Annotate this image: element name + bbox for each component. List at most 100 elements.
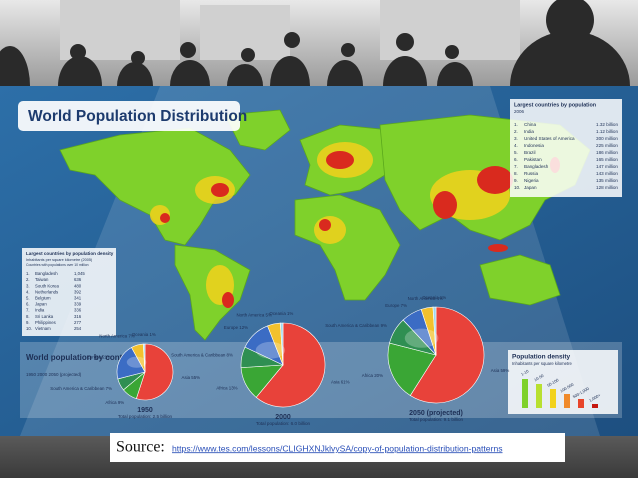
row-value: 339 [74,302,82,307]
row-value: 300 million [596,136,618,141]
row-value: 480 [74,283,82,288]
pie-shine [255,341,286,359]
row-value: 186 million [596,150,618,155]
pie-slice [255,322,326,408]
row-value: 1.32 billion [596,122,618,127]
row-value: 225 million [596,143,618,148]
pie-slice [280,322,284,366]
row-country: Japan [524,185,537,190]
pie-slice [409,306,485,404]
row-country: Brazil [524,150,536,155]
pie-label: South America & Caribbean 9% [325,323,387,328]
pie-slice [116,347,146,380]
row-value: 636 [74,277,82,282]
row-rank: 8. [514,171,518,176]
row-value: 254 [74,326,82,331]
pie-label: Oceania 1% [422,295,446,300]
row-country: India [35,308,45,313]
row-rank: 2. [26,277,30,282]
pie-shine [404,328,439,348]
row-country: United States of America [524,136,575,141]
pie-label: Europe 7% [385,303,407,308]
row-value: 143 million [596,171,618,176]
source-box [110,433,565,462]
pie-slice [387,342,437,396]
row-country: Japan [35,302,47,307]
row-value: 147 million [596,164,618,169]
row-country: Bangladesh [35,271,58,276]
list-subtitle: Inhabitants per square kilometre (2005) [26,258,93,262]
row-rank: 8. [26,314,30,319]
legend-level: 50-100 [546,377,560,388]
row-rank: 9. [26,320,30,325]
pie-total: Total population: 2.5 billion [118,414,173,419]
pie-label: Oceania 1% [269,311,293,316]
pie-label: North America 7% [99,334,134,339]
legend-swatch [592,404,598,408]
pie-label: Oceania 1% [132,332,156,337]
row-rank: 7. [26,308,30,313]
section-title: World population by continent [26,353,142,362]
row-value: 1,045 [74,271,85,276]
row-value: 392 [74,289,82,294]
row-country: South Korea [35,283,59,288]
list-note: Countries with populations over 10 milli… [26,263,89,267]
row-country: Netherlands [35,289,58,294]
row-rank: 5. [26,296,30,301]
density-countries-box [22,248,116,336]
largest-countries-box [510,99,622,197]
row-country: Nigeria [524,178,539,183]
pie-label: Africa 13% [216,385,237,390]
row-value: 277 [74,320,82,325]
row-country: Taiwan [35,277,49,282]
title-box [18,101,240,131]
source-link[interactable]: https://www.tes.com/lessons/CLIGHXNJklvy… [172,443,503,453]
section-subtitle: 1950 2000 2050 (projected) [26,372,82,377]
source-label: Source: [116,439,165,456]
pie-total: Total population: 9.1 billion [409,417,464,422]
row-value: 128 million [596,185,618,190]
row-rank: 10. [514,185,520,190]
row-rank: 10. [26,326,32,331]
pie-slice [142,343,146,373]
legend-level: 1,000+ [588,392,602,403]
legend-swatch [522,379,528,408]
row-rank: 7. [514,164,518,169]
pie-shine [126,356,147,368]
pie-label: Asia 59% [491,368,510,373]
row-country: India [524,129,534,134]
row-value: 336 [74,308,82,313]
row-rank: 9. [514,178,518,183]
pie-year: 2000 [275,414,291,421]
row-country: Vietnam [35,326,51,331]
row-value: 135 million [596,178,618,183]
list-subtitle: 2006 [514,109,525,114]
row-country: China [524,122,536,127]
row-rank: 2. [514,129,518,134]
pie-label: North America 5% [236,312,271,317]
map-title: World Population Distribution [28,108,247,125]
pie-total: Total population: 6.0 billion [256,421,311,426]
legend-level: 1-10 [520,368,530,377]
row-rank: 6. [514,157,518,162]
pie-year: 2050 (projected) [409,410,463,417]
row-country: Indonesia [524,143,544,148]
row-rank: 4. [514,143,518,148]
pie-label: Europe 12% [224,325,248,330]
legend-swatch [536,384,542,408]
row-rank: 4. [26,289,30,294]
row-rank: 6. [26,302,30,307]
pie-label: North America 4% [408,296,443,301]
row-value: 341 [74,296,82,301]
row-value: 165 million [596,157,618,162]
row-country: Belgium [35,296,51,301]
row-country: Sri Lanka [35,314,54,319]
pie-label: South America & Caribbean 8% [171,353,233,358]
row-country: Russia [524,171,538,176]
legend-swatch [550,389,556,408]
legend-level: 10-50 [533,373,545,383]
pie-slice [135,343,174,401]
row-value: 316 [74,314,82,319]
